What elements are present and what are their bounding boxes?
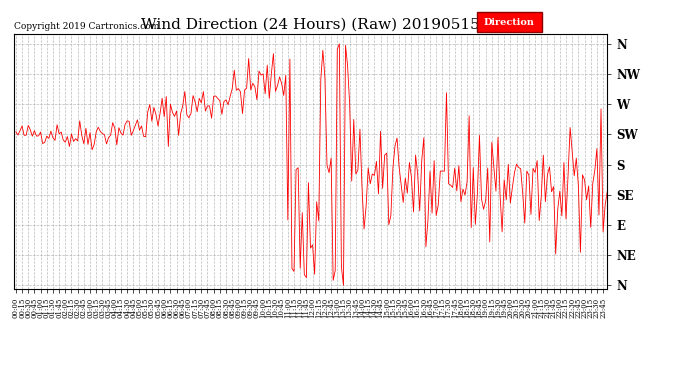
Text: Copyright 2019 Cartronics.com: Copyright 2019 Cartronics.com — [14, 22, 159, 31]
Text: Direction: Direction — [484, 18, 535, 27]
Title: Wind Direction (24 Hours) (Raw) 20190515: Wind Direction (24 Hours) (Raw) 20190515 — [141, 17, 480, 31]
